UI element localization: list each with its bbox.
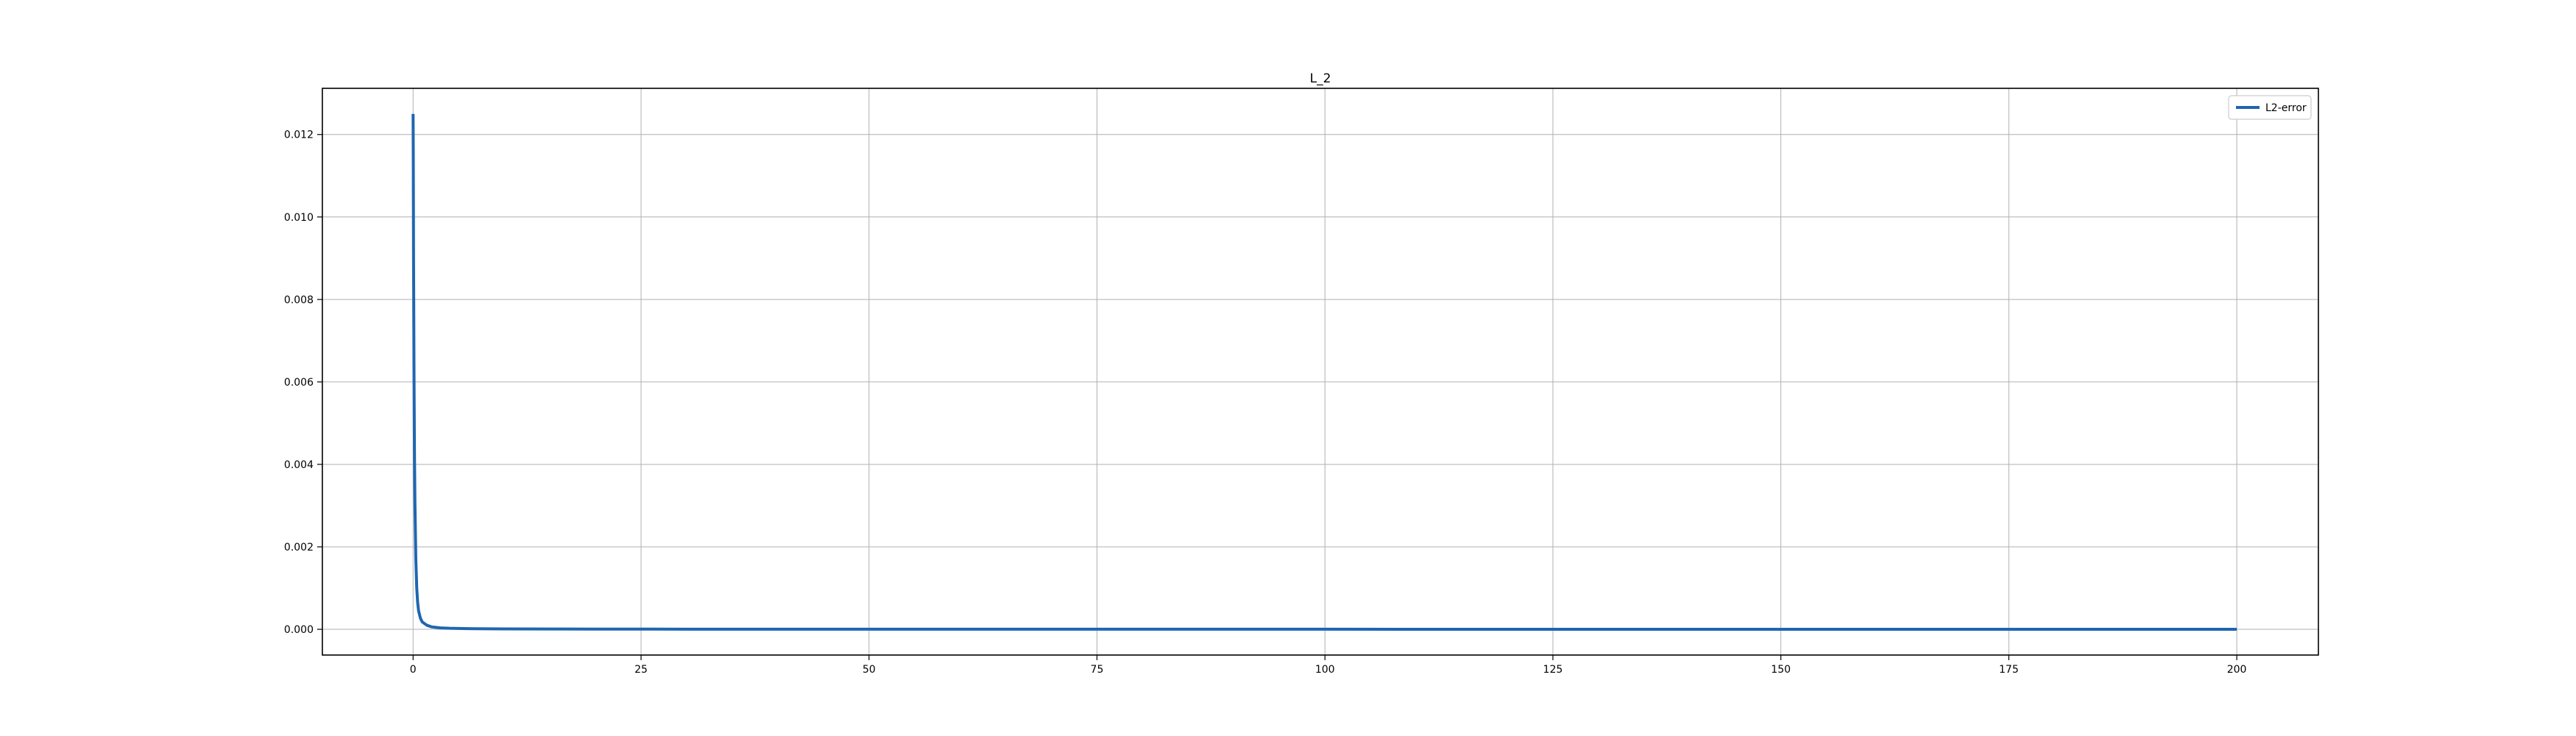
y-tick-label: 0.008	[284, 294, 314, 306]
plot-frame	[322, 88, 2319, 656]
y-tick-label: 0.006	[284, 377, 314, 389]
y-tick-label: 0.012	[284, 130, 314, 141]
x-tick-label: 50	[863, 664, 876, 676]
x-tick-label: 75	[1091, 664, 1104, 676]
series-line-l2-error	[411, 113, 2237, 631]
y-tick-label: 0.004	[284, 459, 314, 471]
y-tick-label: 0.000	[284, 624, 314, 636]
y-tick-label: 0.002	[284, 542, 314, 553]
x-tick-label: 0	[410, 664, 417, 676]
x-tick-label: 25	[634, 664, 648, 676]
y-axis: 0.000 0.002 0.004 0.006 0.008 0.010 0.012	[284, 130, 322, 636]
x-tick-label: 175	[1999, 664, 2019, 676]
x-tick-label: 200	[2227, 664, 2247, 676]
series-layer	[411, 113, 2237, 631]
legend-label: L2-error	[2265, 102, 2307, 114]
legend-box	[2228, 95, 2312, 120]
x-tick-label: 100	[1315, 664, 1335, 676]
x-tick-label: 150	[1771, 664, 1791, 676]
y-tick-label: 0.010	[284, 212, 314, 224]
chart-title: L_2	[1310, 71, 1331, 86]
x-axis: 0 25 50 75 100 125 150 175 200	[410, 655, 2247, 676]
x-tick-label: 125	[1543, 664, 1563, 676]
legend[interactable]: L2-error	[2228, 95, 2312, 120]
